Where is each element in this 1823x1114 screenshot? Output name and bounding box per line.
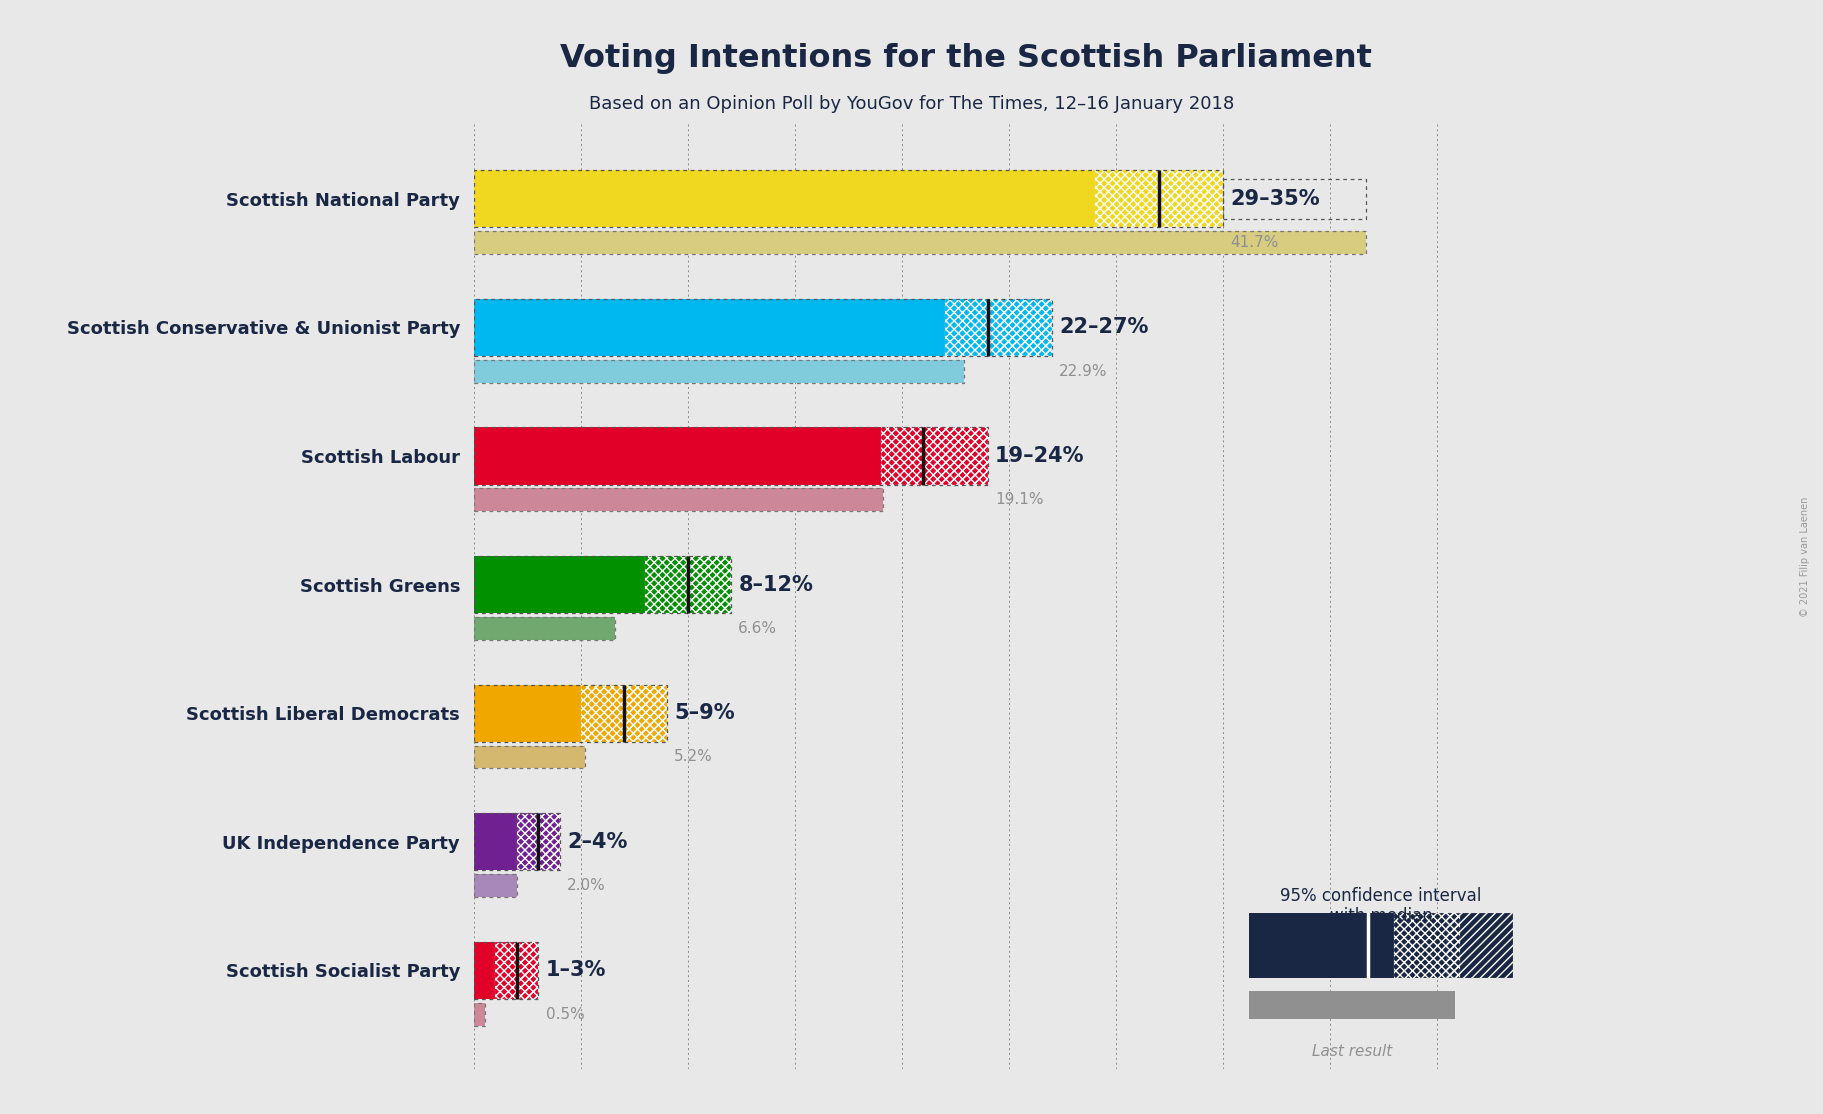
Text: © 2021 Filip van Laenen: © 2021 Filip van Laenen xyxy=(1801,497,1810,617)
Bar xyxy=(582,685,667,742)
Bar xyxy=(474,299,944,356)
Bar xyxy=(474,488,882,511)
Text: 19–24%: 19–24% xyxy=(995,446,1085,466)
Text: Last result: Last result xyxy=(1313,1044,1393,1058)
Text: Based on an Opinion Poll by YouGov for The Times, 12–16 January 2018: Based on an Opinion Poll by YouGov for T… xyxy=(589,95,1234,113)
Bar xyxy=(474,299,1052,356)
Bar xyxy=(516,813,560,870)
Bar xyxy=(474,617,614,639)
Bar xyxy=(944,299,1052,356)
Bar xyxy=(474,874,516,897)
Bar xyxy=(474,941,538,999)
Bar xyxy=(516,813,560,870)
Bar xyxy=(474,488,882,511)
Bar xyxy=(1395,913,1460,978)
Bar xyxy=(1223,178,1367,218)
Bar xyxy=(538,813,560,870)
Bar xyxy=(881,428,988,485)
Text: 2.0%: 2.0% xyxy=(567,878,605,893)
Bar xyxy=(474,231,1367,254)
Bar xyxy=(687,556,731,613)
Bar xyxy=(474,231,1367,254)
Text: 41.7%: 41.7% xyxy=(1231,235,1280,250)
Title: Voting Intentions for the Scottish Parliament: Voting Intentions for the Scottish Parli… xyxy=(560,43,1373,74)
Bar xyxy=(474,360,964,382)
Bar xyxy=(474,170,1223,227)
Text: 0.5%: 0.5% xyxy=(545,1007,585,1022)
Bar xyxy=(474,745,585,769)
Text: 19.1%: 19.1% xyxy=(995,492,1043,507)
Bar xyxy=(645,556,731,613)
Text: 95% confidence interval: 95% confidence interval xyxy=(1280,887,1482,905)
Bar xyxy=(474,685,667,742)
Text: 22–27%: 22–27% xyxy=(1059,317,1148,338)
Bar xyxy=(474,745,585,769)
Bar xyxy=(474,617,614,639)
Bar xyxy=(623,685,667,742)
Text: 29–35%: 29–35% xyxy=(1231,188,1320,208)
Bar xyxy=(944,299,1052,356)
Bar xyxy=(474,685,582,742)
Text: 8–12%: 8–12% xyxy=(738,575,813,595)
Bar xyxy=(474,874,516,897)
Bar xyxy=(474,941,496,999)
Bar xyxy=(474,170,1094,227)
Bar xyxy=(474,360,964,382)
Text: 6.6%: 6.6% xyxy=(738,620,777,636)
Bar xyxy=(474,813,516,870)
Bar xyxy=(582,685,667,742)
Bar xyxy=(474,1003,485,1026)
Bar xyxy=(496,941,538,999)
Text: 2–4%: 2–4% xyxy=(567,832,627,852)
Bar xyxy=(1094,170,1223,227)
Text: with median: with median xyxy=(1329,907,1433,925)
Bar xyxy=(1094,170,1223,227)
Bar xyxy=(516,941,538,999)
Text: 5–9%: 5–9% xyxy=(675,703,735,723)
Bar xyxy=(881,428,988,485)
Text: 1–3%: 1–3% xyxy=(545,960,605,980)
Bar xyxy=(474,813,560,870)
Bar xyxy=(474,556,645,613)
Bar xyxy=(474,1003,485,1026)
Bar xyxy=(474,428,988,485)
Bar xyxy=(474,428,881,485)
Text: 22.9%: 22.9% xyxy=(1059,363,1108,379)
Bar xyxy=(1159,170,1223,227)
Bar xyxy=(999,299,1052,356)
Bar xyxy=(933,428,988,485)
Bar xyxy=(645,556,731,613)
Bar xyxy=(496,941,538,999)
Bar xyxy=(1447,913,1513,978)
Bar xyxy=(474,556,731,613)
Text: 5.2%: 5.2% xyxy=(675,750,713,764)
